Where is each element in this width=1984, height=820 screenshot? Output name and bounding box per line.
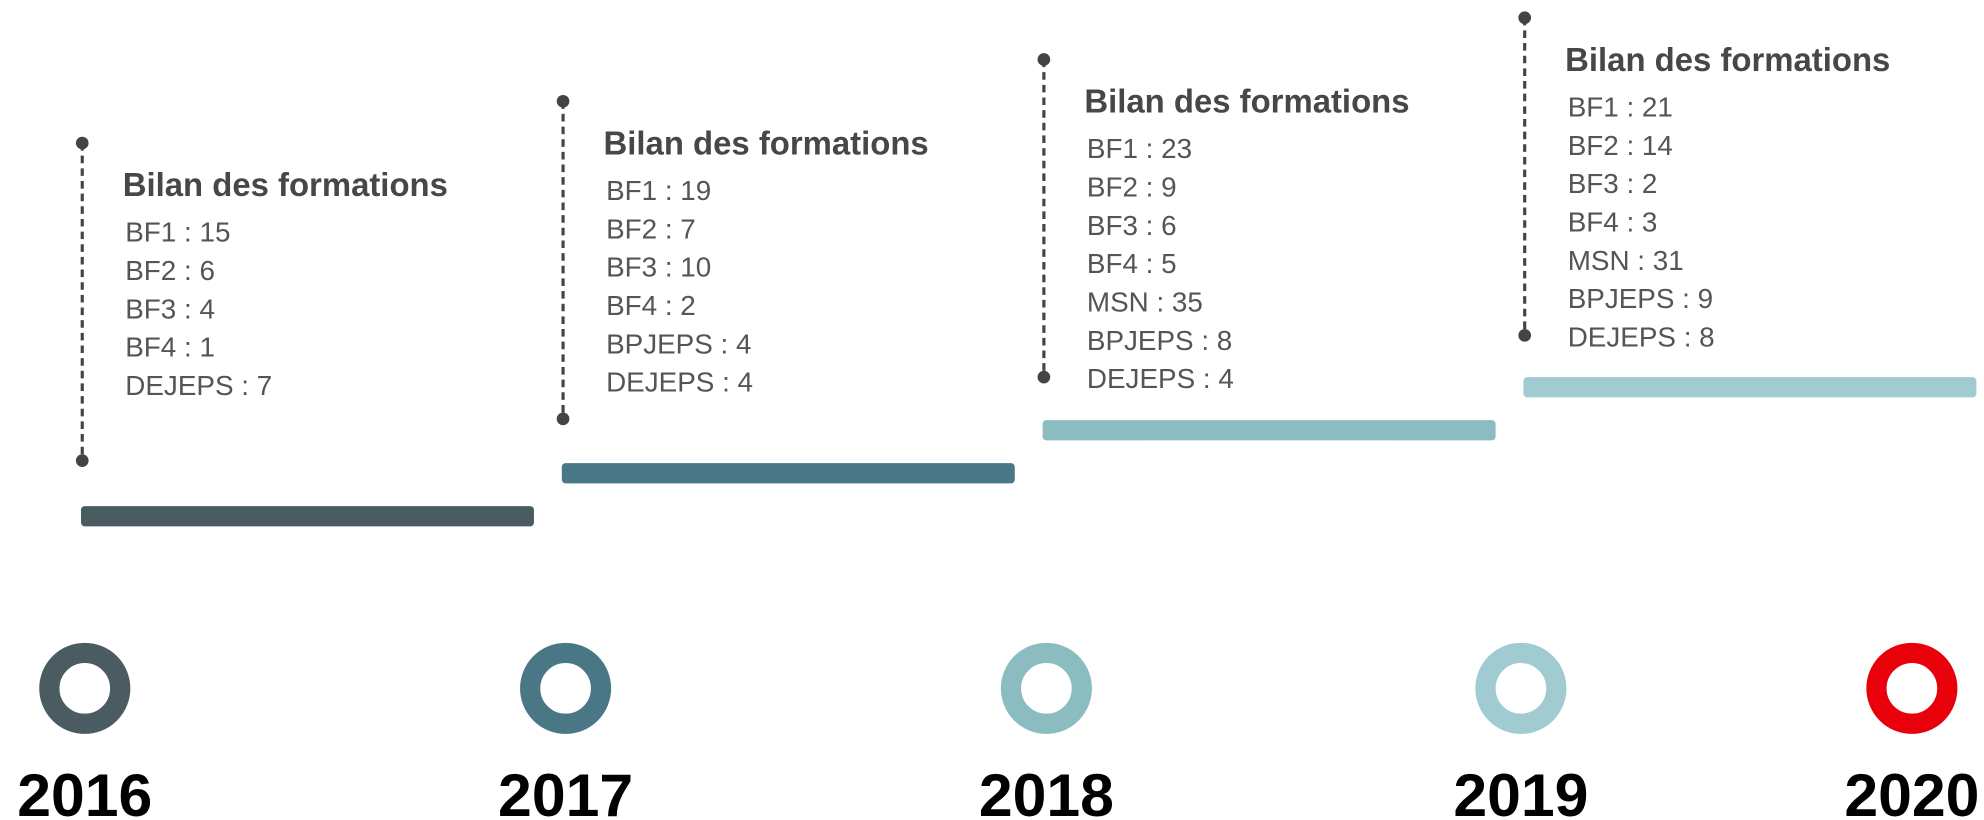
card-item: BF4 : 5: [1087, 248, 1177, 279]
card-item: DEJEPS : 4: [1087, 363, 1234, 394]
card-item: BF4 : 1: [125, 332, 215, 363]
card-title: Bilan des formations: [1565, 41, 1890, 78]
card-item: BF1 : 23: [1087, 133, 1192, 164]
card-title: Bilan des formations: [604, 124, 929, 161]
connector-dot: [556, 412, 570, 426]
period-bar: [1042, 420, 1496, 441]
connector-dot: [556, 94, 570, 108]
period-bar: [1523, 377, 1977, 398]
card-item: BF2 : 9: [1087, 172, 1177, 203]
card-item: BPJEPS : 9: [1568, 283, 1713, 314]
card-item: DEJEPS : 4: [606, 367, 753, 398]
card-item: BF3 : 6: [1087, 210, 1177, 241]
card-item: BF4 : 2: [606, 290, 696, 321]
card-item: BPJEPS : 4: [606, 328, 751, 359]
card-item: BF3 : 2: [1568, 168, 1658, 199]
card-item: DEJEPS : 8: [1568, 321, 1715, 352]
card-item: BF1 : 19: [606, 175, 711, 206]
connector-dot: [1518, 329, 1532, 342]
card-item: BF3 : 10: [606, 252, 711, 283]
connector-dot: [75, 136, 89, 150]
card-item: BF2 : 14: [1568, 130, 1673, 161]
connector-dot: [75, 454, 89, 467]
card-item: BF2 : 6: [125, 255, 215, 286]
year-ring: [1866, 642, 1958, 734]
year-ring: [520, 642, 612, 734]
connector-dot: [1037, 370, 1051, 384]
card-item: BPJEPS : 8: [1087, 325, 1232, 356]
card-item: BF1 : 15: [125, 217, 230, 248]
card-item: MSN : 31: [1568, 245, 1684, 276]
year-label: 2018: [979, 761, 1114, 820]
year-label: 2019: [1453, 761, 1588, 820]
year-label: 2020: [1844, 761, 1979, 820]
year-label: 2017: [498, 761, 633, 820]
card-item: DEJEPS : 7: [125, 370, 272, 401]
period-bar: [561, 463, 1015, 484]
card-item: BF1 : 21: [1568, 91, 1673, 122]
card-item: BF4 : 3: [1568, 206, 1658, 237]
connector-dot: [1518, 11, 1532, 25]
card-title: Bilan des formations: [1084, 83, 1409, 120]
connector-dot: [1037, 53, 1051, 66]
period-bar: [80, 506, 534, 527]
card-item: MSN : 35: [1087, 287, 1203, 318]
card-item: BF3 : 4: [125, 293, 215, 324]
year-label: 2016: [17, 761, 152, 820]
year-ring: [39, 642, 131, 734]
card-item: BF2 : 7: [606, 213, 696, 244]
card-title: Bilan des formations: [123, 166, 448, 203]
year-ring: [1000, 642, 1092, 734]
year-ring: [1475, 642, 1567, 734]
